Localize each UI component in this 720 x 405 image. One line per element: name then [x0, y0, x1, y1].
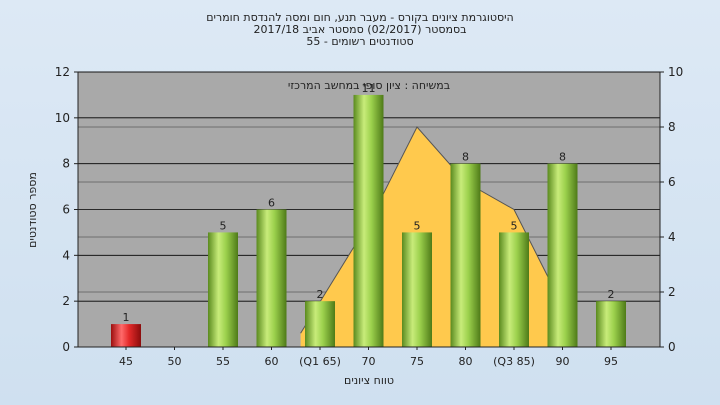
value-labels: 1 5 6 2 11 5 8 5 8 2: [123, 82, 615, 324]
bar: [547, 163, 578, 347]
bar-value-label: 8: [462, 151, 469, 164]
y-tick-label: 12: [55, 65, 70, 79]
bar: [353, 94, 384, 348]
x-tick-label: 55: [216, 355, 230, 368]
bar: [305, 301, 335, 347]
x-tick-label: 60: [265, 355, 279, 368]
bar-value-label: 11: [362, 82, 376, 95]
x-tick-label: 50: [168, 355, 182, 368]
bar-value-label: 1: [123, 311, 130, 324]
bar-value-label: 2: [317, 288, 324, 301]
y2-tick-label: 4: [668, 230, 676, 244]
y2-tick-label: 2: [668, 285, 676, 299]
chart-annotation: במשיחה : ציון סופי במחשב המרכזי: [288, 79, 450, 92]
bar: [402, 232, 432, 347]
x-tick-label: (Q3 85): [493, 355, 535, 368]
bar: [208, 232, 238, 347]
bar: [256, 209, 287, 347]
y2-tick-label: 8: [668, 120, 676, 134]
chart-title-line-2: בסמסטר (02/2017) סמסטר אביב 2017/18: [253, 23, 467, 36]
chart-title-line-1: היסטוגרמת ציונים בקורס - מעבר תנע, חום ו…: [206, 11, 514, 24]
y-tick-label: 6: [62, 203, 70, 217]
x-axis-label: טווח ציונים: [344, 374, 394, 387]
x-tick-label: 75: [410, 355, 424, 368]
x-tick-label: 90: [556, 355, 570, 368]
chart-title-line-3: סטודנטים רשומים - 55: [306, 35, 414, 48]
x-tick-label: 45: [119, 355, 133, 368]
bar-value-label: 5: [414, 219, 421, 232]
bar-value-label: 8: [559, 151, 566, 164]
y2-tick-label: 6: [668, 175, 676, 189]
bars: [111, 94, 626, 348]
bar-value-label: 5: [511, 219, 518, 232]
x-tick-label: (Q1 65): [299, 355, 341, 368]
y-tick-label: 0: [62, 340, 70, 354]
x-tick-label: 70: [362, 355, 376, 368]
bar: [450, 163, 481, 347]
y-tick-label: 2: [62, 294, 70, 308]
y-tick-label: 4: [62, 248, 70, 262]
x-tick-label: 80: [459, 355, 473, 368]
y-tick-label: 10: [55, 111, 70, 125]
bar-value-label: 2: [608, 288, 615, 301]
y2-tick-label: 0: [668, 340, 676, 354]
bar: [499, 232, 529, 347]
y2-tick-label: 10: [668, 65, 683, 79]
bar-value-label: 6: [268, 197, 275, 210]
bar: [111, 324, 141, 347]
x-tick-label: 95: [604, 355, 618, 368]
y-tick-label: 8: [62, 157, 70, 171]
bar-value-label: 5: [220, 219, 227, 232]
y-axis-label: מספר סטודנטים: [26, 172, 39, 248]
bar: [596, 301, 626, 347]
